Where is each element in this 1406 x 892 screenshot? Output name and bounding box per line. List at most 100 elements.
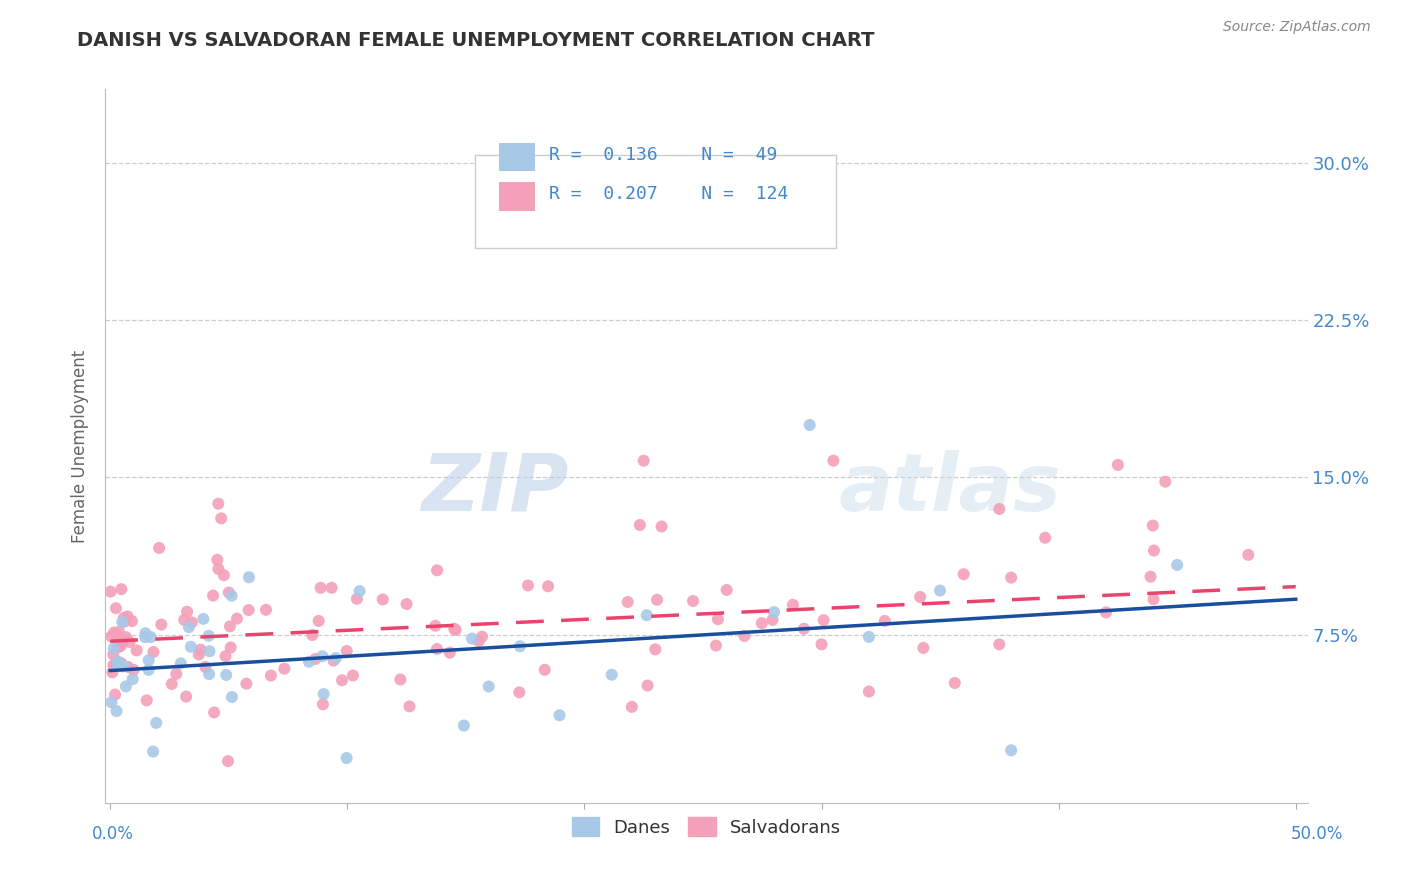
Point — [1154, 475, 1177, 489]
Point — [321, 581, 343, 595]
Point — [145, 715, 167, 730]
Point — [114, 612, 136, 626]
Point — [633, 453, 655, 467]
Point — [988, 502, 1011, 516]
Point — [215, 668, 238, 682]
Point — [453, 718, 475, 732]
Point — [122, 663, 145, 677]
Point — [439, 646, 461, 660]
Point — [309, 581, 332, 595]
Point — [425, 619, 447, 633]
Point — [508, 685, 530, 699]
Point — [1107, 458, 1129, 472]
Point — [193, 612, 215, 626]
Point — [312, 698, 335, 712]
Point — [107, 655, 129, 669]
Point — [444, 623, 467, 637]
Point — [221, 690, 243, 704]
Point — [108, 657, 131, 671]
Point — [1033, 531, 1056, 545]
Point — [235, 676, 257, 690]
Point — [254, 603, 277, 617]
Point — [108, 624, 131, 639]
Point — [637, 679, 659, 693]
Point — [105, 704, 128, 718]
Text: DANISH VS SALVADORAN FEMALE UNEMPLOYMENT CORRELATION CHART: DANISH VS SALVADORAN FEMALE UNEMPLOYMENT… — [77, 31, 875, 50]
Point — [202, 589, 225, 603]
Point — [395, 597, 418, 611]
Point — [478, 680, 501, 694]
Point — [1142, 592, 1164, 607]
Point — [110, 582, 132, 596]
FancyBboxPatch shape — [474, 155, 837, 248]
Point — [218, 585, 240, 599]
Point — [107, 657, 129, 671]
Text: R =  0.136    N =  49: R = 0.136 N = 49 — [548, 146, 778, 164]
Point — [813, 613, 835, 627]
Point — [134, 630, 156, 644]
Point — [104, 657, 127, 672]
Point — [468, 634, 491, 648]
Point — [734, 629, 756, 643]
Point — [346, 591, 368, 606]
Point — [308, 614, 330, 628]
Point — [273, 662, 295, 676]
Point — [1237, 548, 1260, 562]
Point — [160, 677, 183, 691]
Point — [134, 626, 156, 640]
Point — [620, 699, 643, 714]
Point — [110, 657, 132, 671]
Point — [221, 589, 243, 603]
Point — [111, 615, 134, 629]
Point — [298, 655, 321, 669]
Point — [325, 651, 347, 665]
Point — [929, 583, 952, 598]
Point — [628, 518, 651, 533]
Point — [1095, 606, 1118, 620]
Point — [194, 660, 217, 674]
Point — [150, 617, 173, 632]
Point — [117, 609, 139, 624]
Point — [644, 642, 666, 657]
Point — [190, 642, 212, 657]
Point — [207, 562, 229, 576]
Point — [799, 417, 821, 432]
Point — [138, 653, 160, 667]
Point — [103, 641, 125, 656]
Point — [912, 640, 935, 655]
Point — [117, 660, 139, 674]
Point — [212, 568, 235, 582]
Point — [312, 687, 335, 701]
Point — [443, 622, 465, 636]
Point — [873, 614, 896, 628]
Point — [336, 751, 359, 765]
Text: 50.0%: 50.0% — [1291, 825, 1343, 843]
Point — [138, 663, 160, 677]
Point — [342, 668, 364, 682]
Point — [823, 453, 845, 467]
Point — [1139, 570, 1161, 584]
Legend: Danes, Salvadorans: Danes, Salvadorans — [565, 810, 848, 844]
Point — [100, 630, 122, 644]
Point — [988, 637, 1011, 651]
Point — [197, 629, 219, 643]
Point — [349, 584, 371, 599]
Point — [426, 563, 449, 577]
Point — [238, 570, 260, 584]
Point — [177, 620, 200, 634]
Point — [142, 645, 165, 659]
Point — [782, 598, 804, 612]
Point — [170, 657, 193, 671]
Point — [217, 754, 239, 768]
Point — [174, 690, 197, 704]
Point — [111, 634, 134, 648]
Point — [311, 649, 333, 664]
Point — [548, 708, 571, 723]
Point — [101, 665, 124, 680]
Point — [202, 706, 225, 720]
Point — [1142, 518, 1164, 533]
Point — [426, 642, 449, 657]
Point — [389, 673, 412, 687]
Point — [214, 649, 236, 664]
Point — [100, 584, 122, 599]
